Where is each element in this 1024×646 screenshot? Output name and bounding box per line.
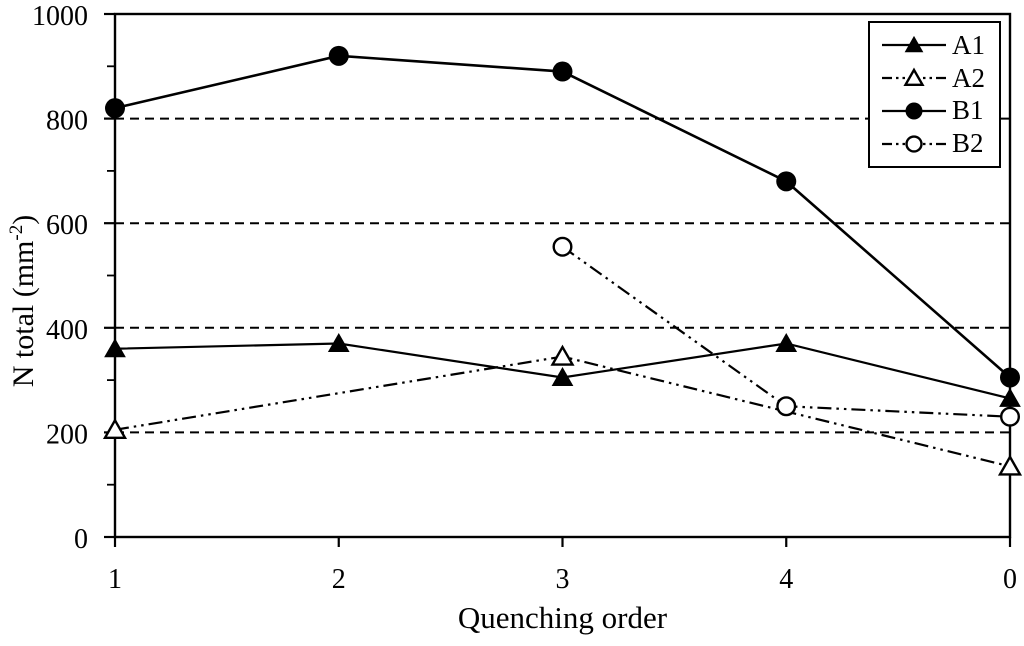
marker-triangle-open — [550, 344, 575, 366]
marker-triangle-open — [903, 67, 925, 87]
marker-triangle-filled — [551, 366, 574, 386]
legend-sample-b2 — [882, 135, 946, 153]
marker-circle-filled — [1000, 367, 1020, 388]
y-axis-title: N total (mm-2) — [4, 161, 44, 441]
x-axis-title: Quenching order — [457, 600, 668, 635]
legend-sample-a2 — [882, 67, 946, 87]
legend-item-b1: B1 — [882, 97, 995, 124]
marker-triangle-filled — [775, 332, 798, 352]
legend-label: A2 — [952, 62, 985, 93]
x-tick-label: 4 — [779, 564, 793, 595]
marker-triangle-open — [997, 454, 1023, 476]
y-tick-label: 0 — [74, 524, 88, 555]
legend-label: B1 — [952, 95, 984, 126]
y-tick-label: 600 — [46, 210, 88, 241]
legend-label: B2 — [952, 128, 984, 159]
y-tick-label: 1000 — [32, 1, 88, 32]
legend-item-a2: A2 — [882, 62, 995, 93]
marker-triangle-filled — [104, 338, 126, 358]
y-axis-title-text: N total (mm — [7, 240, 40, 388]
legend-sample-a1 — [882, 36, 946, 53]
marker-triangle-filled — [327, 332, 350, 352]
x-tick-label: 3 — [556, 564, 570, 595]
marker-circle-open — [552, 236, 573, 257]
y-axis-title-superscript: -2 — [6, 224, 27, 241]
marker-circle-open — [1000, 406, 1021, 427]
marker-circle-filled — [905, 102, 923, 120]
legend-label: A1 — [952, 29, 985, 60]
x-tick-label: 0 — [1003, 564, 1017, 595]
marker-circle-filled — [776, 171, 797, 192]
marker-circle-open — [776, 396, 797, 417]
y-tick-label: 200 — [46, 419, 88, 450]
marker-circle-filled — [328, 45, 349, 66]
marker-triangle-open — [102, 417, 128, 439]
legend-item-a1: A1 — [882, 29, 995, 60]
legend: A1 A2 B1 B2 — [868, 21, 1001, 168]
marker-circle-open — [905, 135, 923, 153]
y-tick-label: 400 — [46, 315, 88, 346]
marker-triangle-filled — [904, 36, 924, 53]
x-tick-label: 1 — [108, 564, 122, 595]
y-axis-title-close: ) — [7, 214, 40, 225]
legend-item-b2: B2 — [882, 130, 995, 157]
y-tick-label: 800 — [46, 106, 88, 137]
x-tick-label: 2 — [332, 564, 346, 595]
series-line-B2 — [561, 245, 1011, 418]
marker-circle-filled — [105, 98, 125, 119]
marker-circle-filled — [552, 61, 573, 82]
legend-sample-b1 — [882, 102, 946, 120]
marker-triangle-filled — [999, 387, 1021, 407]
